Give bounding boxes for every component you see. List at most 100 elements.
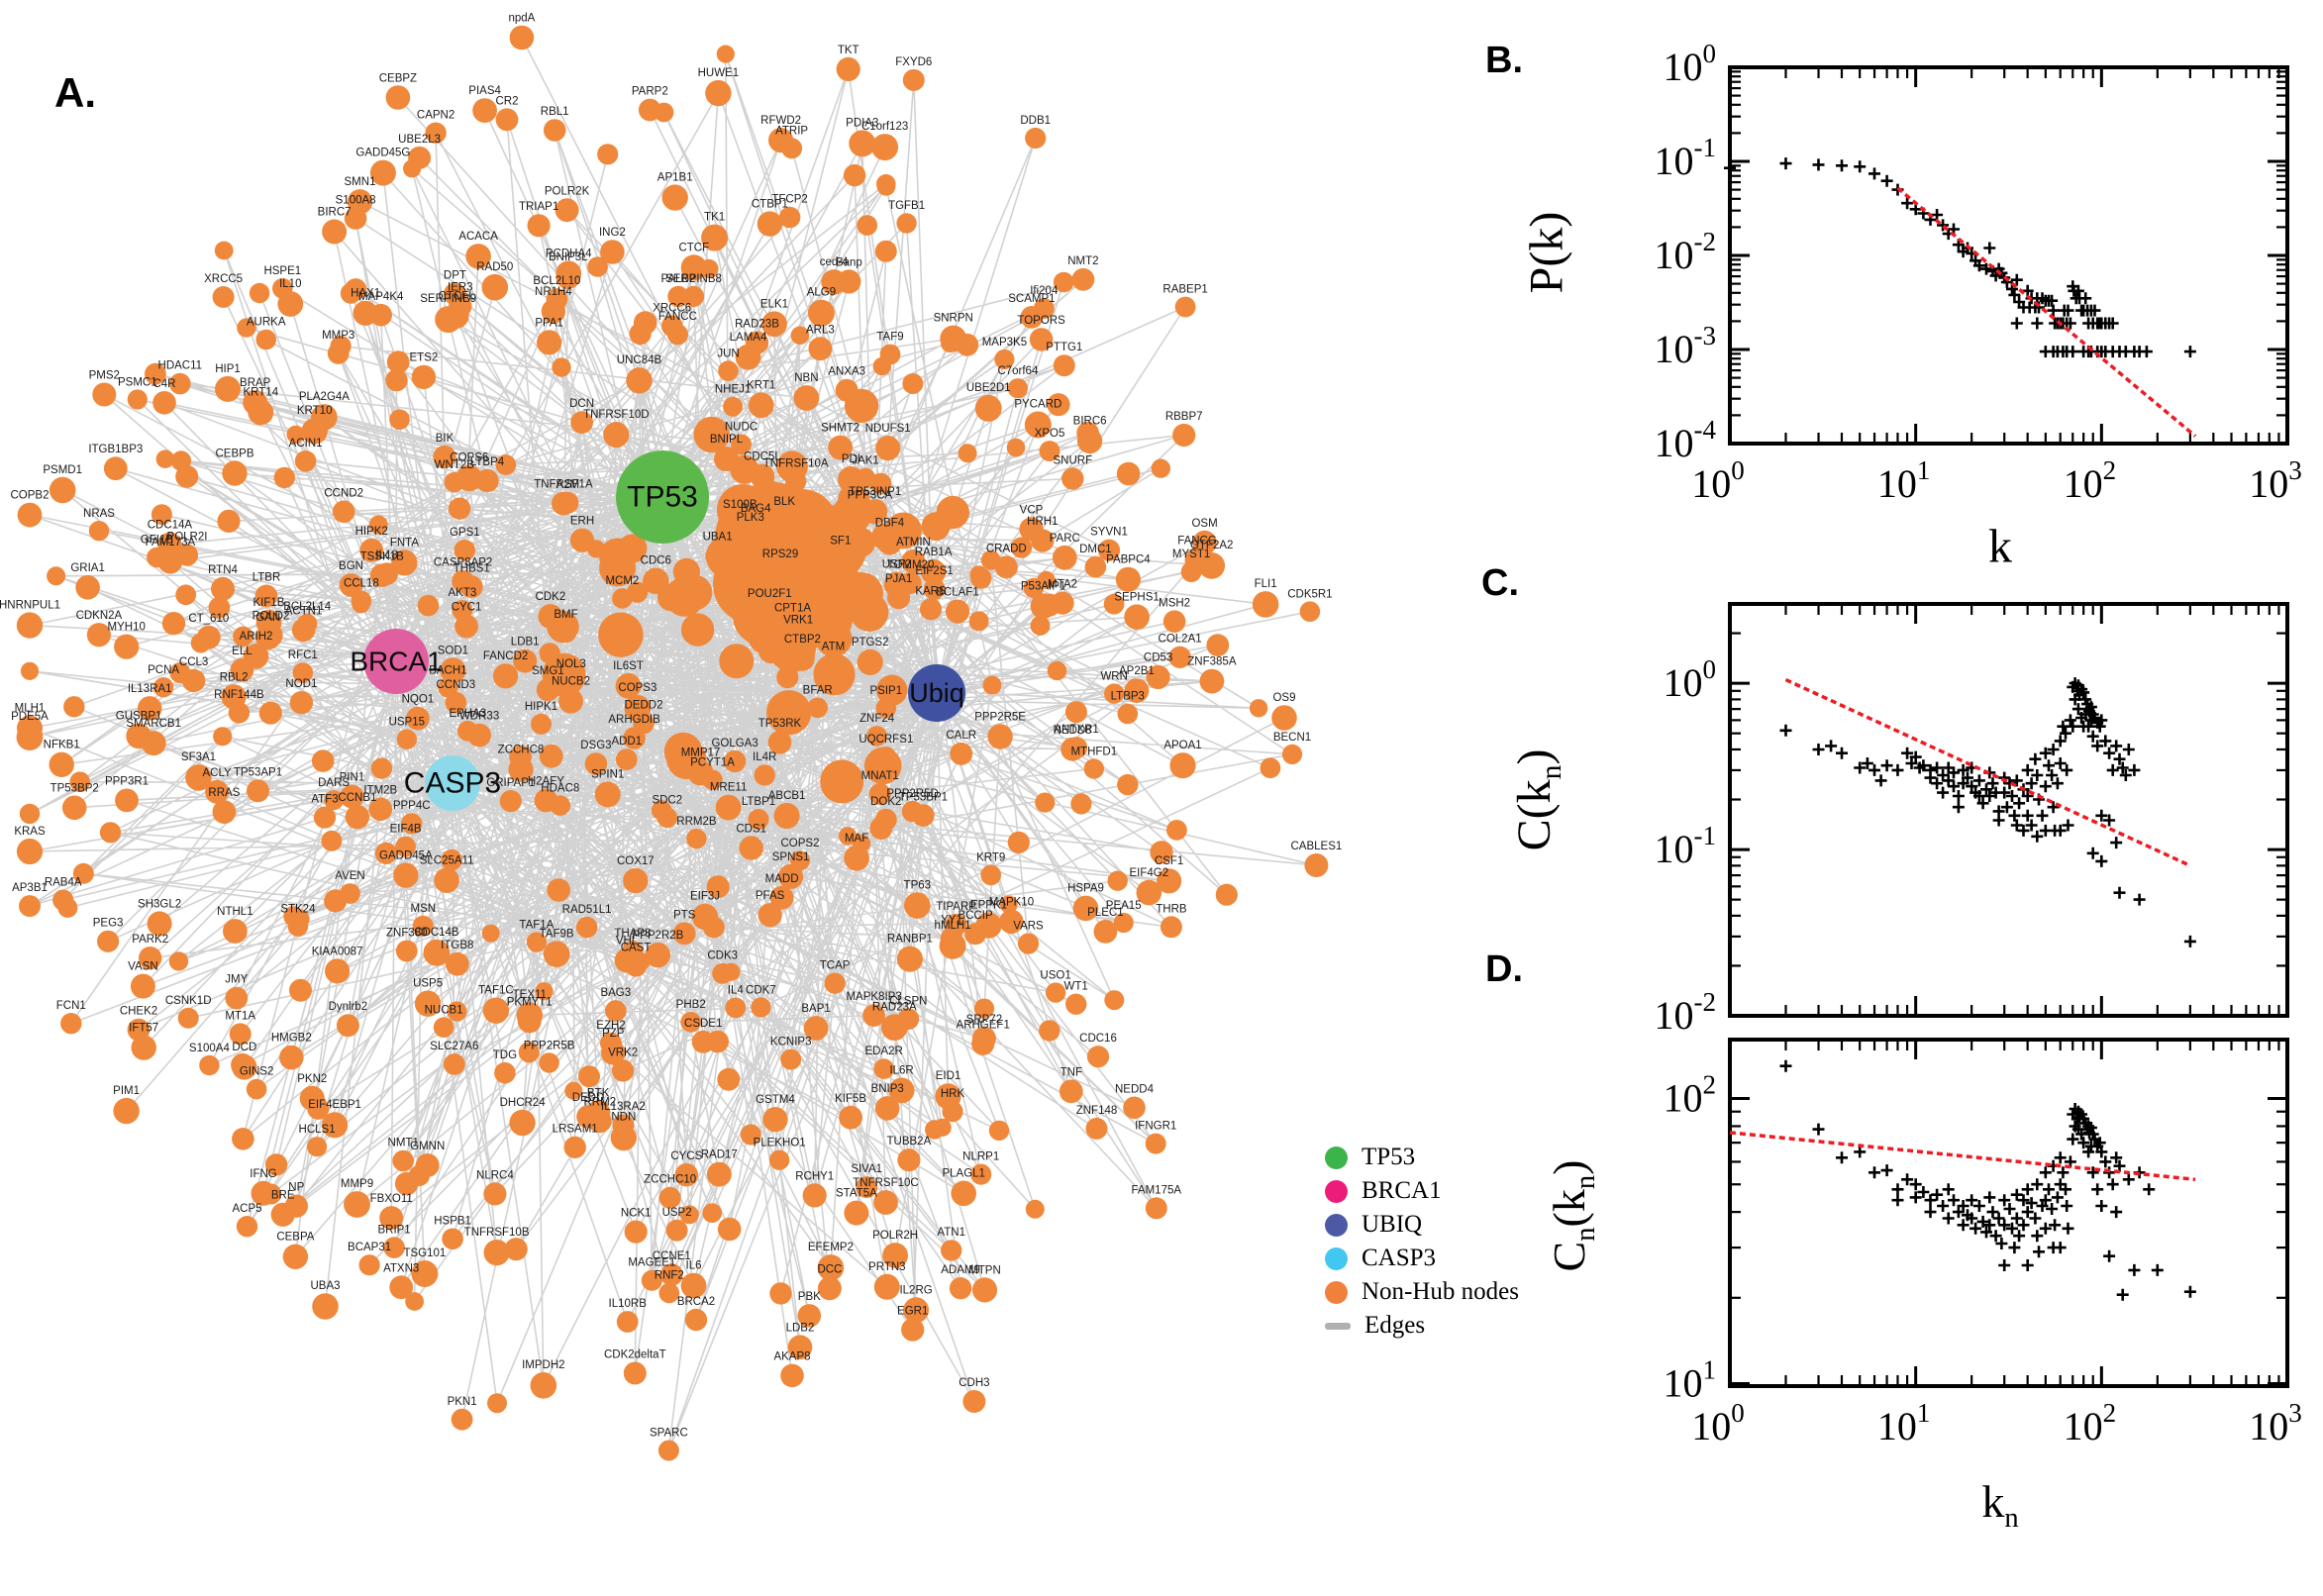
hub-ubiq: Ubiq <box>908 664 965 722</box>
network-node-filler <box>706 875 730 899</box>
network-node-label: USF2 <box>882 559 911 571</box>
network-node <box>951 1180 976 1207</box>
network-node-label: GINS2 <box>240 1066 274 1078</box>
ticks-C <box>1728 602 2289 1018</box>
network-node <box>994 349 1015 370</box>
network-node-label: TAF9 <box>876 332 903 344</box>
network-node <box>1039 441 1060 462</box>
network-node-label: PHB2 <box>676 999 706 1011</box>
network-node <box>246 1078 267 1100</box>
network-nodes-layer <box>16 25 1329 1461</box>
network-node-label: EIF4EBP1 <box>308 1099 361 1111</box>
network-node-label: EIF4B <box>390 824 422 836</box>
network-node-label: IL6R <box>889 1065 913 1077</box>
network-node-label: RNF2 <box>655 1270 684 1282</box>
network-node <box>817 1276 842 1301</box>
network-node-label: JAK1 <box>852 455 879 467</box>
network-node-label: BRIP1 <box>377 1224 410 1236</box>
network-node-label: ADAM9 <box>941 1264 980 1276</box>
legend: TP53 BRCA1 UBIQ CASP3 Non-Hub nodes Edges <box>1325 1141 1519 1343</box>
network-node-filler <box>232 1128 254 1150</box>
network-node <box>645 942 671 968</box>
network-node-label: CSF1 <box>1155 855 1183 867</box>
network-node-label: LTBP4 <box>470 456 505 468</box>
network-node-label: VHL <box>616 936 639 948</box>
network-node <box>543 119 566 142</box>
network-node-label: NBN <box>794 372 818 384</box>
tick-label-10e2: 102 <box>2064 1398 2117 1448</box>
network-node-label: PTTG1 <box>1046 342 1082 353</box>
network-node-label: RBBP7 <box>1165 411 1203 423</box>
network-node <box>443 1053 465 1075</box>
network-node-filler <box>1038 593 1061 617</box>
network-node-label: SLC25A11 <box>420 854 474 866</box>
network-node <box>454 540 476 561</box>
network-node-label: ZNF24 <box>859 713 895 725</box>
network-node-label: IL4R <box>753 751 776 763</box>
network-node <box>92 382 117 407</box>
network-node-label: DMC1 <box>1079 544 1112 555</box>
network-node-label: POLR2I <box>167 532 208 544</box>
network-node-label: RFC1 <box>288 649 318 661</box>
network-node <box>605 1000 627 1022</box>
network-node-filler <box>1010 537 1033 558</box>
network-node-label: ACLY <box>202 767 232 779</box>
network-node-label: NFKB1 <box>44 740 80 751</box>
network-node <box>556 264 581 289</box>
network-node <box>600 240 625 264</box>
network-node-label: TP53RK <box>758 718 802 730</box>
network-node-label: GSTM4 <box>756 1094 795 1106</box>
network-node <box>223 919 248 944</box>
network-node <box>626 367 653 394</box>
network-node-label: CTBP2 <box>784 634 821 646</box>
network-node <box>962 1390 986 1413</box>
network-node-label: ATN1 <box>937 1227 965 1239</box>
network-node <box>1029 328 1054 351</box>
network-node <box>86 623 111 648</box>
network-node <box>658 1282 680 1304</box>
network-node <box>19 895 41 918</box>
network-node-filler <box>1035 792 1056 813</box>
network-node-label: VCP <box>1020 504 1044 516</box>
network-node-filler <box>405 1292 424 1311</box>
network-node <box>758 903 782 928</box>
network-node <box>396 729 417 749</box>
panel-d-label: D. <box>1485 948 1523 990</box>
network-node <box>433 445 456 469</box>
network-node <box>1136 879 1162 906</box>
network-node-label: GOLGA3 <box>711 738 758 749</box>
network-node-label: FANCG <box>1177 535 1217 547</box>
network-node-filler <box>999 895 1018 914</box>
network-node-label: ELL <box>232 646 252 657</box>
network-node <box>97 930 120 952</box>
tick-label-10e2: 102 <box>1664 1070 1717 1121</box>
network-node-label: GRIA1 <box>70 562 105 574</box>
network-node-filler <box>970 567 992 589</box>
network-node <box>526 932 548 952</box>
network-node <box>767 731 792 754</box>
network-node-label: ACTN1 <box>285 606 323 618</box>
network-node-filler <box>321 830 343 851</box>
network-node-label: S100A8 <box>336 194 376 206</box>
network-node-label: HDAC8 <box>541 782 579 794</box>
network-node <box>130 973 155 999</box>
network-node-label: WRN <box>1100 670 1127 682</box>
network-node-label: PDIA3 <box>846 117 878 129</box>
network-node <box>971 1277 998 1303</box>
network-node-label: IL10RB <box>609 1298 648 1310</box>
network-node-label: KRT10 <box>297 405 333 417</box>
network-node-label: KIF5B <box>835 1093 866 1105</box>
network-node-label: LTBR <box>252 572 281 584</box>
tick-label-10e-1: 10-1 <box>1655 133 1717 183</box>
network-node <box>901 800 924 823</box>
network-node-filler <box>487 1393 507 1414</box>
network-node-filler <box>535 982 554 1001</box>
network-node-filler <box>627 581 649 603</box>
network-node-filler <box>168 951 189 971</box>
network-node-label: PIM1 <box>113 1085 140 1097</box>
network-node <box>395 940 418 962</box>
network-node-label: GMNN <box>410 1141 445 1152</box>
network-node-filler <box>370 757 393 779</box>
network-dense-cluster <box>820 759 864 804</box>
